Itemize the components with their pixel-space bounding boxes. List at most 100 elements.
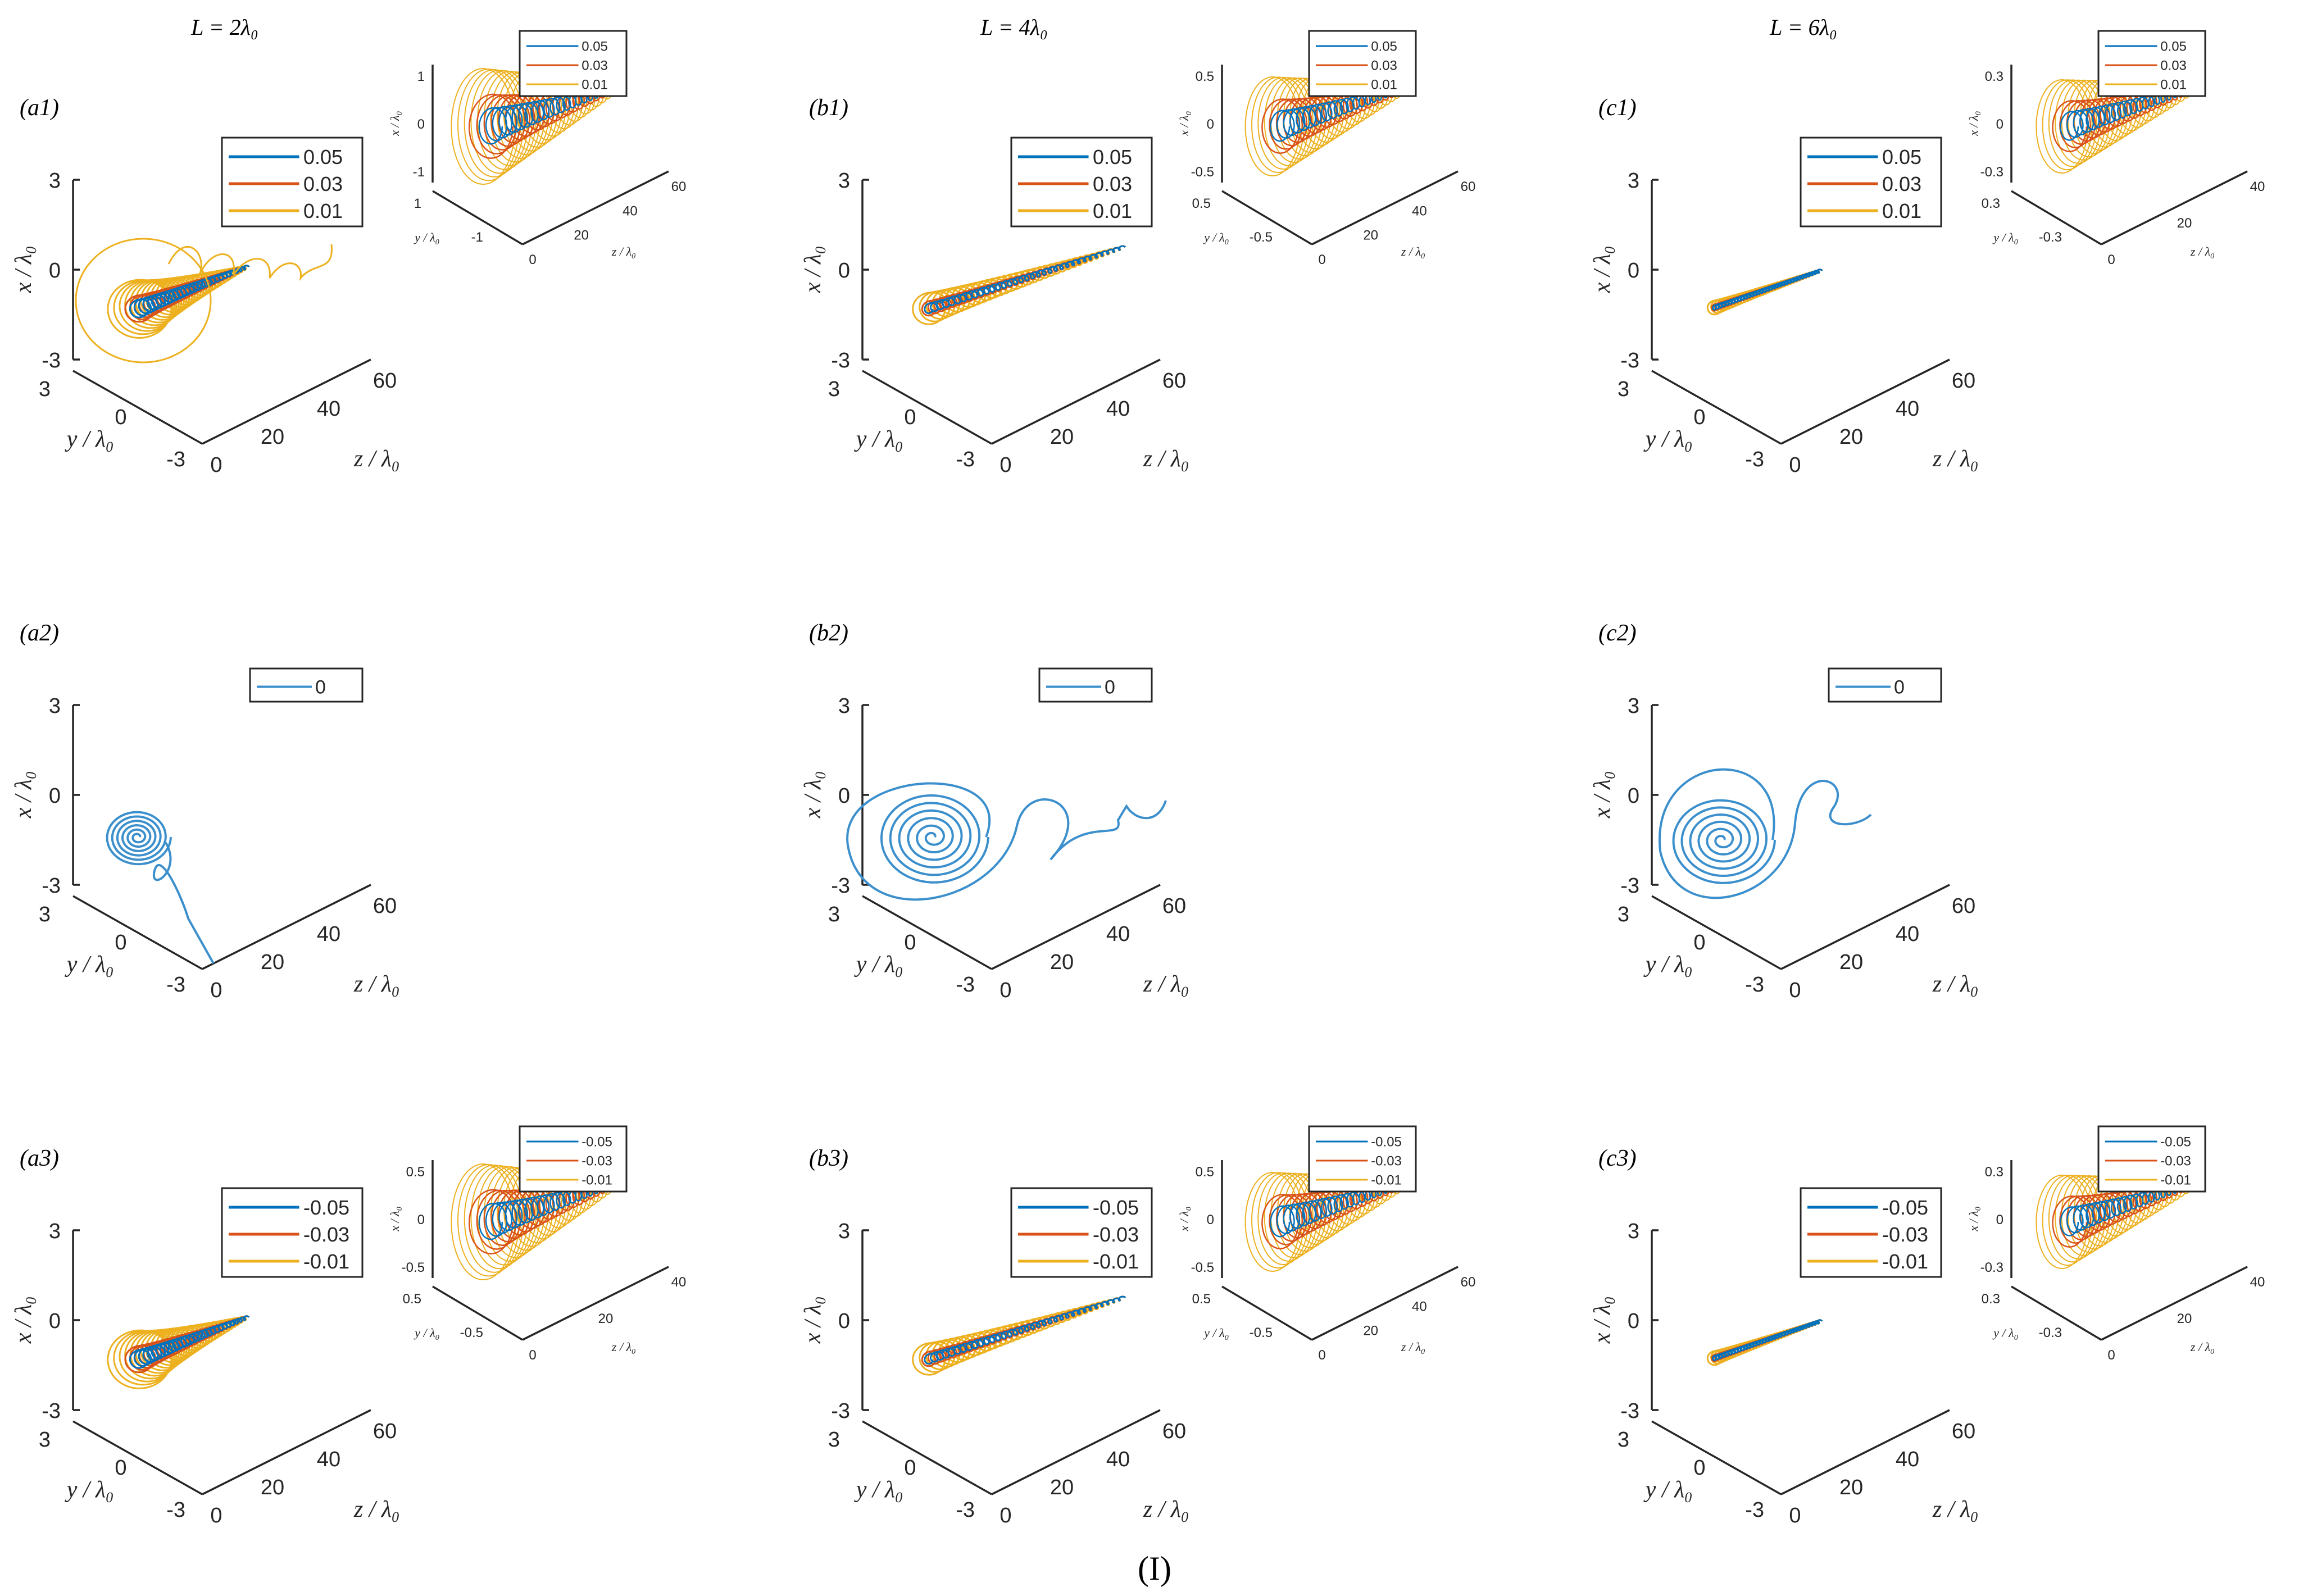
legend-label: -0.01 bbox=[1093, 1250, 1139, 1273]
y-tick-label: -3 bbox=[166, 448, 185, 471]
z-tick-label: 20 bbox=[1050, 1476, 1074, 1499]
legend-label: 0.01 bbox=[2160, 78, 2187, 93]
svg-text:z / λ0: z / λ0 bbox=[1143, 446, 1188, 475]
y-tick-label: 3 bbox=[1618, 903, 1629, 926]
z-axis-label: z / λ0 bbox=[1143, 971, 1188, 1000]
z-tick-label: 60 bbox=[1162, 1420, 1186, 1443]
x-tick-label: 3 bbox=[838, 169, 850, 193]
inset-z-tick-label: 0 bbox=[529, 1348, 536, 1363]
series-0 bbox=[1658, 768, 1872, 899]
inset-x-axis-label: x / λ0 bbox=[1177, 1207, 1193, 1231]
z-axis-label: z / λ0 bbox=[1932, 1497, 1978, 1525]
inset-z-axis-line bbox=[522, 170, 669, 245]
y-tick-label: 0 bbox=[904, 406, 916, 429]
y-tick-label: -3 bbox=[1745, 1498, 1764, 1522]
series--0.05 bbox=[924, 1295, 1126, 1365]
y-tick-label: 0 bbox=[904, 931, 916, 954]
z-axis-line bbox=[991, 1409, 1161, 1495]
legend-box bbox=[519, 30, 628, 97]
x-axis-label: x / λ0 bbox=[1589, 247, 1618, 294]
panel-label: (a2) bbox=[20, 620, 59, 646]
svg-text:x / λ0: x / λ0 bbox=[1966, 111, 1983, 136]
y-axis-line bbox=[72, 370, 203, 445]
trajectory--0.05 bbox=[129, 1315, 250, 1369]
inset-z-axis-label: z / λ0 bbox=[2190, 244, 2214, 261]
legend-label: 0 bbox=[315, 677, 326, 698]
panel-label: (c1) bbox=[1598, 95, 1637, 121]
inset-z-tick-label: 20 bbox=[598, 1311, 614, 1326]
svg-text:z / λ0: z / λ0 bbox=[1401, 244, 1425, 261]
svg-text:x / λ0: x / λ0 bbox=[11, 772, 39, 819]
inset-y-tick-label: 0.5 bbox=[403, 1292, 421, 1307]
inset-x-tick-label: -0.3 bbox=[1980, 1260, 2003, 1275]
y-axis-label: y / λ0 bbox=[1643, 952, 1692, 980]
z-tick-label: 40 bbox=[1896, 1448, 1919, 1471]
inset-ring bbox=[1264, 77, 1314, 167]
panel-label: (b2) bbox=[809, 620, 848, 646]
y-axis-label: y / λ0 bbox=[65, 426, 113, 455]
z-tick-label: 40 bbox=[1896, 397, 1919, 421]
y-axis-label: y / λ0 bbox=[854, 1477, 903, 1506]
x-tick-label: 3 bbox=[49, 1220, 61, 1243]
y-tick-label: -3 bbox=[166, 1498, 185, 1522]
x-tick-label: 0 bbox=[49, 259, 61, 283]
x-axis-label: x / λ0 bbox=[800, 247, 829, 294]
inset-x-tick-label: 0.3 bbox=[1985, 69, 2003, 84]
y-tick-label: -3 bbox=[166, 973, 185, 997]
svg-text:x / λ0: x / λ0 bbox=[1966, 1207, 1983, 1231]
trajectory-0.05 bbox=[924, 245, 1126, 315]
legend-label: 0.01 bbox=[1093, 199, 1132, 222]
z-tick-label: 0 bbox=[210, 979, 222, 1002]
inset-x-tick-label: -0.3 bbox=[1980, 165, 2003, 180]
inset-x-tick-label: 0.5 bbox=[406, 1165, 425, 1180]
inset-x-tick-label: 0 bbox=[1207, 1212, 1214, 1227]
svg-text:z / λ0: z / λ0 bbox=[353, 446, 399, 475]
y-tick-label: 0 bbox=[904, 1456, 916, 1480]
z-tick-label: 40 bbox=[317, 922, 340, 946]
z-tick-label: 40 bbox=[1106, 397, 1130, 421]
inset-ring bbox=[457, 69, 520, 181]
svg-text:z / λ0: z / λ0 bbox=[1932, 971, 1978, 1000]
inset-z-tick-label: 0 bbox=[1318, 1348, 1325, 1363]
inset-y-tick-label: 1 bbox=[414, 196, 421, 211]
inset-y-axis-line bbox=[2011, 1285, 2102, 1341]
y-tick-label: 0 bbox=[115, 1456, 126, 1480]
inset-trajectory-mid bbox=[2052, 83, 2200, 152]
legend-label: 0.03 bbox=[303, 172, 343, 195]
y-axis-label: y / λ0 bbox=[65, 952, 113, 980]
y-axis-label: y / λ0 bbox=[1643, 426, 1692, 455]
inset-z-tick-label: 60 bbox=[1461, 1275, 1476, 1290]
x-axis-label: x / λ0 bbox=[800, 772, 829, 819]
x-axis-label: x / λ0 bbox=[800, 1297, 829, 1344]
inset-trajectory-mid bbox=[2052, 1179, 2200, 1248]
legend-box bbox=[1038, 667, 1153, 703]
x-tick-label: 3 bbox=[1628, 1220, 1639, 1243]
svg-text:z / λ0: z / λ0 bbox=[353, 1497, 399, 1525]
y-axis-line bbox=[862, 895, 992, 970]
legend-label: -0.01 bbox=[581, 1173, 612, 1188]
z-tick-label: 20 bbox=[1839, 951, 1863, 974]
legend-label: 0 bbox=[1105, 677, 1115, 698]
x-tick-label: 0 bbox=[838, 784, 850, 808]
z-tick-label: 40 bbox=[1896, 922, 1919, 946]
inset-z-tick-label: 20 bbox=[1363, 1324, 1378, 1339]
inset-a1: 1 0 -1 x / λ0 1 -1 y / λ0 0 20 40 60 z / λ0 0.05 0.03… bbox=[388, 30, 686, 267]
inset-z-axis-label: z / λ0 bbox=[611, 1340, 635, 1356]
panel-label: (c3) bbox=[1598, 1145, 1637, 1171]
y-tick-label: -3 bbox=[956, 1498, 975, 1522]
trajectory-outer-ring bbox=[75, 238, 212, 363]
inset-z-tick-label: 20 bbox=[2177, 1311, 2192, 1326]
legend-label: -0.01 bbox=[303, 1250, 349, 1273]
y-tick-label: -3 bbox=[956, 448, 975, 471]
x-tick-label: 3 bbox=[1628, 694, 1639, 718]
svg-text:x / λ0: x / λ0 bbox=[1177, 111, 1193, 136]
y-axis-line bbox=[1651, 370, 1782, 445]
series-0 bbox=[846, 782, 1167, 901]
inset-z-tick-label: 20 bbox=[1363, 228, 1378, 243]
column-title-text: L = 6λ₀ bbox=[1769, 15, 1837, 40]
x-tick-label: 3 bbox=[838, 1220, 850, 1243]
inset-z-tick-label: 40 bbox=[671, 1275, 687, 1290]
svg-text:y / λ0: y / λ0 bbox=[1992, 230, 2018, 247]
y-tick-label: 3 bbox=[828, 903, 840, 926]
